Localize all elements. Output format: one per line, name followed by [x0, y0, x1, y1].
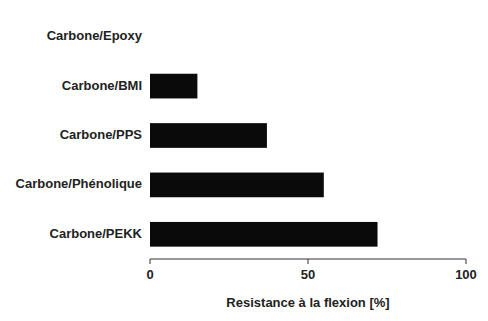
x-tick-label: 100 [455, 267, 477, 282]
category-label: Carbone/PPS [60, 127, 143, 142]
category-label: Carbone/PEKK [50, 226, 143, 241]
x-axis-label: Resistance à la flexion [%] [226, 295, 389, 310]
x-tick [308, 259, 309, 264]
category-label: Carbone/BMI [62, 78, 142, 93]
bar [150, 24, 151, 49]
chart-container: Carbone/Epoxy Carbone/BMI Carbone/PPS Carbo… [0, 0, 488, 321]
bar [150, 173, 324, 198]
bars [150, 74, 378, 247]
bar [150, 222, 378, 247]
chart-svg: Carbone/Epoxy Carbone/BMI Carbone/PPS Carbo… [0, 0, 488, 321]
x-tick [150, 259, 151, 264]
category-label: Carbone/Phénolique [16, 176, 142, 191]
x-tick [466, 259, 467, 264]
x-tick-label: 0 [146, 267, 153, 282]
category-label: Carbone/Epoxy [47, 28, 143, 43]
x-tick-label: 50 [301, 267, 315, 282]
bar [150, 74, 197, 99]
bar [150, 123, 267, 148]
